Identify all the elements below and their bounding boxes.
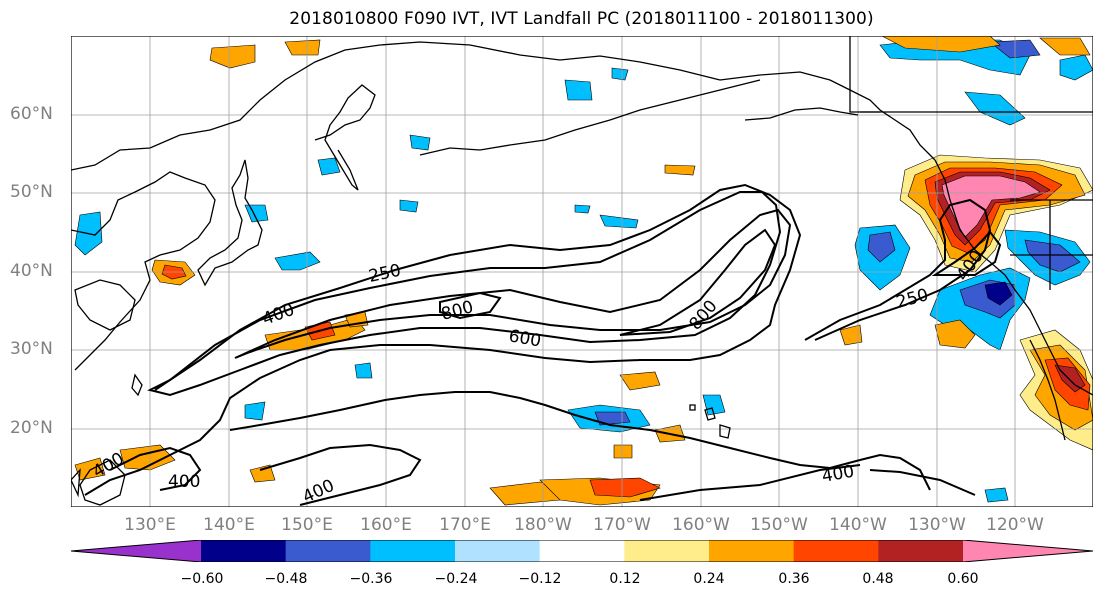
lat-label-60n: 60°N xyxy=(10,104,53,124)
lat-label-20n: 20°N xyxy=(10,418,53,438)
contour-label-400-e: 400 xyxy=(168,472,200,492)
colorbar-tick: −0.24 xyxy=(434,571,478,587)
lon-label-130e: 130°E xyxy=(124,515,176,535)
colorbar-tick: −0.48 xyxy=(264,571,308,587)
colorbar-tick: −0.60 xyxy=(180,571,224,587)
colorbar xyxy=(71,540,1093,562)
map-panel: 250 400 800 600 800 400 250 400 400 400 … xyxy=(71,36,1093,507)
colorbar-tick: 0.24 xyxy=(693,571,725,587)
lon-label-140w: 140°W xyxy=(829,515,887,535)
lon-label-170w: 170°W xyxy=(593,515,651,535)
colorbar-tick: 0.60 xyxy=(947,571,979,587)
lat-label-50n: 50°N xyxy=(10,182,53,202)
lon-label-150e: 150°E xyxy=(281,515,333,535)
lon-label-140e: 140°E xyxy=(203,515,255,535)
lon-label-160e: 160°E xyxy=(360,515,412,535)
colorbar-tick: −0.12 xyxy=(518,571,562,587)
lon-label-180w: 180°W xyxy=(514,515,572,535)
lon-label-160w: 160°W xyxy=(672,515,730,535)
lon-label-170e: 170°E xyxy=(439,515,491,535)
colorbar-tick: 0.12 xyxy=(609,571,641,587)
map-title: 2018010800 F090 IVT, IVT Landfall PC (20… xyxy=(289,9,874,29)
colorbar-tick: −0.36 xyxy=(349,571,393,587)
colorbar-cell xyxy=(963,540,1093,562)
lon-label-130w: 130°W xyxy=(908,515,966,535)
lon-label-120w: 120°W xyxy=(986,515,1044,535)
graticule xyxy=(71,36,1093,507)
colorbar-cell xyxy=(539,540,625,562)
colorbar-cell xyxy=(878,540,964,562)
colorbar-tick: 0.48 xyxy=(862,571,894,587)
colorbar-cell xyxy=(624,540,710,562)
lat-label-40n: 40°N xyxy=(10,261,53,281)
colorbar-cell xyxy=(793,540,879,562)
colorbar-cell xyxy=(71,540,201,562)
colorbar-cell xyxy=(709,540,795,562)
colorbar-cell xyxy=(370,540,456,562)
colorbar-cell xyxy=(201,540,287,562)
ivt-contours xyxy=(84,183,1002,506)
lat-label-30n: 30°N xyxy=(10,339,53,359)
colorbar-cell xyxy=(285,540,371,562)
lon-label-150w: 150°W xyxy=(750,515,808,535)
colorbar-cell xyxy=(455,540,541,562)
anomaly-shading xyxy=(74,36,1093,506)
colorbar-tick: 0.36 xyxy=(778,571,810,587)
